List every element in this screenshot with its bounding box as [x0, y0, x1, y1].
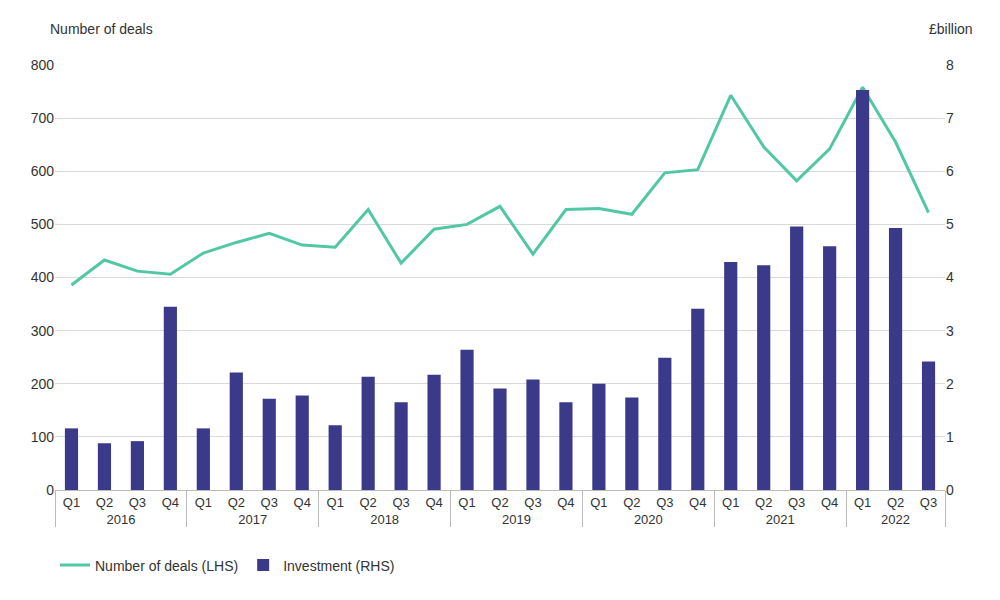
svg-text:2: 2 [946, 376, 954, 392]
svg-text:500: 500 [31, 216, 55, 232]
svg-text:8: 8 [946, 57, 954, 73]
svg-text:Q3: Q3 [524, 495, 541, 510]
svg-text:0: 0 [46, 482, 54, 498]
svg-text:1: 1 [946, 429, 954, 445]
svg-text:Q3: Q3 [920, 495, 937, 510]
svg-text:6: 6 [946, 163, 954, 179]
svg-text:Q3: Q3 [788, 495, 805, 510]
svg-text:2022: 2022 [881, 512, 910, 527]
svg-text:Q3: Q3 [261, 495, 278, 510]
svg-text:Q2: Q2 [755, 495, 772, 510]
svg-text:Number of deals: Number of deals [50, 21, 153, 37]
svg-text:2020: 2020 [634, 512, 663, 527]
svg-text:Q2: Q2 [359, 495, 376, 510]
svg-text:£billion: £billion [929, 21, 973, 37]
svg-text:200: 200 [31, 376, 55, 392]
svg-text:Q2: Q2 [887, 495, 904, 510]
svg-text:Q4: Q4 [162, 495, 179, 510]
svg-text:Q4: Q4 [294, 495, 311, 510]
svg-text:Investment (RHS): Investment (RHS) [283, 558, 394, 574]
svg-text:100: 100 [31, 429, 55, 445]
svg-text:Q3: Q3 [129, 495, 146, 510]
svg-text:300: 300 [31, 323, 55, 339]
svg-text:800: 800 [31, 57, 55, 73]
svg-text:Q4: Q4 [689, 495, 706, 510]
svg-text:2018: 2018 [370, 512, 399, 527]
svg-text:3: 3 [946, 323, 954, 339]
svg-text:Q3: Q3 [392, 495, 409, 510]
svg-text:2016: 2016 [106, 512, 135, 527]
svg-text:Q1: Q1 [327, 495, 344, 510]
svg-text:Q3: Q3 [656, 495, 673, 510]
svg-text:2021: 2021 [766, 512, 795, 527]
svg-text:4: 4 [946, 269, 954, 285]
svg-text:Q2: Q2 [96, 495, 113, 510]
svg-text:7: 7 [946, 110, 954, 126]
svg-text:Q1: Q1 [458, 495, 475, 510]
svg-text:2019: 2019 [502, 512, 531, 527]
svg-text:Q2: Q2 [228, 495, 245, 510]
svg-text:0: 0 [946, 482, 954, 498]
svg-text:Q2: Q2 [623, 495, 640, 510]
svg-text:Q4: Q4 [821, 495, 838, 510]
svg-text:Q1: Q1 [590, 495, 607, 510]
svg-text:Q4: Q4 [557, 495, 574, 510]
svg-text:Number of deals (LHS): Number of deals (LHS) [95, 558, 238, 574]
svg-text:Q1: Q1 [195, 495, 212, 510]
svg-text:Q1: Q1 [722, 495, 739, 510]
svg-text:2017: 2017 [238, 512, 267, 527]
svg-text:Q2: Q2 [491, 495, 508, 510]
svg-text:600: 600 [31, 163, 55, 179]
svg-text:400: 400 [31, 269, 55, 285]
svg-text:5: 5 [946, 216, 954, 232]
svg-text:Q1: Q1 [854, 495, 871, 510]
svg-text:700: 700 [31, 110, 55, 126]
svg-text:Q1: Q1 [63, 495, 80, 510]
svg-text:Q4: Q4 [425, 495, 442, 510]
